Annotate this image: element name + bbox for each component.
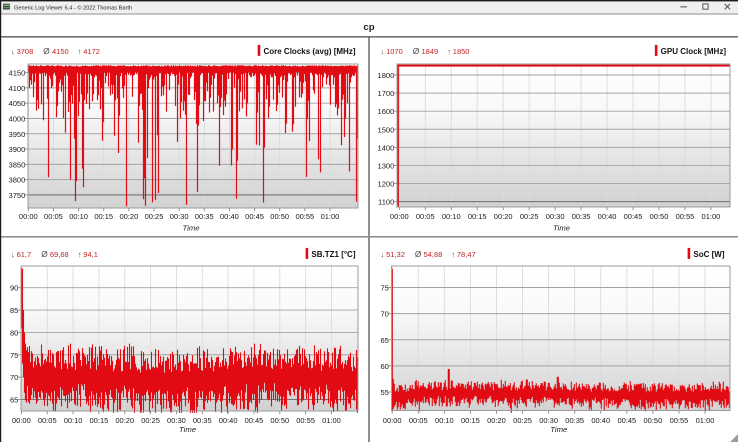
svg-text:00:30: 00:30 <box>167 416 186 425</box>
svg-text:00:10: 00:10 <box>442 212 461 221</box>
svg-text:3850: 3850 <box>8 160 25 169</box>
svg-text:01:00: 01:00 <box>702 212 721 221</box>
svg-text:00:55: 00:55 <box>296 416 315 425</box>
svg-text:00:20: 00:20 <box>487 416 506 425</box>
svg-text:4100: 4100 <box>8 84 25 93</box>
svg-text:00:05: 00:05 <box>44 212 63 221</box>
svg-text:65: 65 <box>380 336 388 345</box>
svg-text:85: 85 <box>10 306 18 315</box>
svg-text:Time: Time <box>550 425 567 434</box>
svg-text:00:05: 00:05 <box>409 416 428 425</box>
svg-text:00:10: 00:10 <box>64 416 83 425</box>
svg-text:00:00: 00:00 <box>19 212 38 221</box>
svg-text:00:20: 00:20 <box>115 416 134 425</box>
svg-text:00:40: 00:40 <box>220 212 239 221</box>
svg-text:1400: 1400 <box>377 143 394 152</box>
svg-text:Time: Time <box>182 223 199 232</box>
svg-text:00:40: 00:40 <box>598 212 617 221</box>
svg-text:3750: 3750 <box>8 191 25 200</box>
svg-text:cp: cp <box>363 22 374 33</box>
svg-text:65: 65 <box>10 396 18 405</box>
svg-text:Time: Time <box>179 425 196 434</box>
svg-text:01:00: 01:00 <box>696 416 715 425</box>
svg-text:Generic Log Viewer 6.4 - © 202: Generic Log Viewer 6.4 - © 2022 Thomas B… <box>14 4 132 11</box>
svg-text:00:25: 00:25 <box>145 212 164 221</box>
svg-text:80: 80 <box>10 328 18 337</box>
svg-text:00:50: 00:50 <box>650 212 669 221</box>
svg-text:00:35: 00:35 <box>193 416 212 425</box>
svg-text:00:20: 00:20 <box>494 212 513 221</box>
svg-text:70: 70 <box>10 373 18 382</box>
svg-text:00:55: 00:55 <box>670 416 689 425</box>
svg-text:00:35: 00:35 <box>565 416 584 425</box>
svg-text:55: 55 <box>380 388 388 397</box>
svg-text:00:40: 00:40 <box>591 416 610 425</box>
svg-text:00:35: 00:35 <box>195 212 214 221</box>
svg-text:00:00: 00:00 <box>12 416 31 425</box>
svg-text:00:30: 00:30 <box>539 416 558 425</box>
svg-text:1300: 1300 <box>377 161 394 170</box>
svg-text:01:00: 01:00 <box>321 212 340 221</box>
svg-text:00:40: 00:40 <box>219 416 238 425</box>
svg-text:00:15: 00:15 <box>94 212 113 221</box>
svg-text:00:00: 00:00 <box>383 416 402 425</box>
svg-text:00:45: 00:45 <box>617 416 636 425</box>
svg-text:1600: 1600 <box>377 107 394 116</box>
svg-text:Time: Time <box>553 223 570 232</box>
svg-text:4050: 4050 <box>8 99 25 108</box>
svg-text:00:25: 00:25 <box>141 416 160 425</box>
svg-text:SoC [W]: SoC [W] <box>693 250 724 259</box>
svg-text:00:10: 00:10 <box>435 416 454 425</box>
svg-text:70: 70 <box>380 310 388 319</box>
svg-text:00:55: 00:55 <box>295 212 314 221</box>
svg-text:00:20: 00:20 <box>119 212 138 221</box>
svg-text:90: 90 <box>10 284 18 293</box>
svg-text:00:10: 00:10 <box>69 212 88 221</box>
svg-text:00:05: 00:05 <box>416 212 435 221</box>
svg-text:3950: 3950 <box>8 130 25 139</box>
svg-text:1100: 1100 <box>378 198 394 207</box>
svg-text:3800: 3800 <box>8 176 25 185</box>
svg-text:1200: 1200 <box>377 180 394 189</box>
svg-text:00:30: 00:30 <box>170 212 189 221</box>
svg-text:00:50: 00:50 <box>270 416 289 425</box>
svg-text:00:25: 00:25 <box>520 212 539 221</box>
svg-text:00:50: 00:50 <box>644 416 663 425</box>
svg-text:3900: 3900 <box>8 145 25 154</box>
svg-text:00:15: 00:15 <box>461 416 480 425</box>
svg-text:4000: 4000 <box>8 114 25 123</box>
svg-text:00:50: 00:50 <box>270 212 289 221</box>
svg-text:GPU Clock [MHz]: GPU Clock [MHz] <box>661 47 727 56</box>
svg-text:SB.TZ1 [°C]: SB.TZ1 [°C] <box>311 250 355 259</box>
svg-text:01:00: 01:00 <box>322 416 341 425</box>
svg-text:60: 60 <box>380 362 388 371</box>
svg-text:1700: 1700 <box>377 89 394 98</box>
svg-text:1800: 1800 <box>377 71 394 80</box>
svg-text:75: 75 <box>10 351 18 360</box>
svg-text:75: 75 <box>380 284 388 293</box>
svg-text:00:30: 00:30 <box>546 212 565 221</box>
svg-text:Core Clocks (avg) [MHz]: Core Clocks (avg) [MHz] <box>263 47 355 56</box>
svg-text:00:55: 00:55 <box>676 212 695 221</box>
svg-text:00:35: 00:35 <box>572 212 591 221</box>
svg-text:00:45: 00:45 <box>245 212 264 221</box>
svg-text:00:45: 00:45 <box>245 416 264 425</box>
svg-text:00:15: 00:15 <box>468 212 487 221</box>
svg-text:00:05: 00:05 <box>38 416 57 425</box>
svg-text:00:25: 00:25 <box>513 416 532 425</box>
svg-text:1500: 1500 <box>377 125 394 134</box>
svg-text:4150: 4150 <box>8 69 25 78</box>
svg-text:00:00: 00:00 <box>390 212 409 221</box>
svg-text:00:45: 00:45 <box>624 212 643 221</box>
svg-text:00:15: 00:15 <box>90 416 109 425</box>
